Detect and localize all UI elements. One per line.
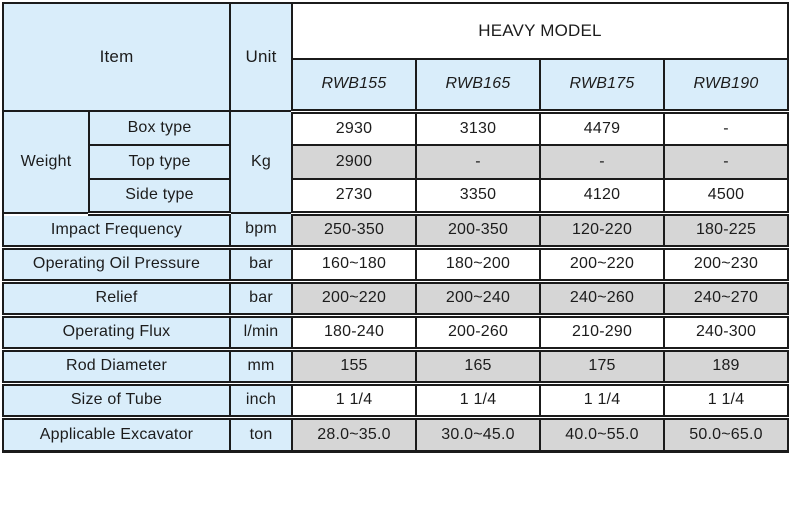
value-cell: - (539, 144, 665, 180)
unit-cell: bar (229, 280, 293, 318)
row-label: Rod Diameter (2, 348, 231, 386)
item-header-cell: Item (2, 2, 231, 112)
value-cell: 4120 (539, 178, 665, 216)
model-group-header: HEAVY MODEL (291, 2, 789, 60)
table-row-applicable-excavator: Applicable Excavator ton 28.0~35.0 30.0~… (2, 416, 789, 452)
model-header-rwb165: RWB165 (415, 58, 541, 114)
value-cell: 250-350 (291, 212, 417, 250)
weight-type-label: Top type (88, 144, 231, 180)
value-cell: 3350 (415, 178, 541, 216)
weight-unit-cell: Kg (229, 110, 293, 214)
value-cell: 200~220 (539, 246, 665, 284)
value-cell: 240~270 (663, 280, 789, 318)
value-cell: 2900 (291, 144, 417, 180)
value-cell: 2930 (291, 110, 417, 146)
unit-cell: l/min (229, 314, 293, 352)
value-cell: 4500 (663, 178, 789, 216)
weight-label-cell: Weight (2, 110, 90, 214)
value-cell: 155 (291, 348, 417, 386)
value-cell: 200~220 (291, 280, 417, 318)
value-cell: 160~180 (291, 246, 417, 284)
value-cell: 120-220 (539, 212, 665, 250)
unit-cell: bar (229, 246, 293, 284)
table-row-operating-oil-pressure: Operating Oil Pressure bar 160~180 180~2… (2, 246, 789, 284)
table-row-size-of-tube: Size of Tube inch 1 1/4 1 1/4 1 1/4 1 1/… (2, 382, 789, 420)
value-cell: 189 (663, 348, 789, 386)
table-row-weight-box: Weight Box type Kg 2930 3130 4479 - (2, 110, 789, 214)
table-row-relief: Relief bar 200~220 200~240 240~260 240~2… (2, 280, 789, 318)
table-row-operating-flux: Operating Flux l/min 180-240 200-260 210… (2, 314, 789, 352)
value-cell: - (415, 144, 541, 180)
table-row-weight-top: Top type 2900 - - - (3, 144, 789, 180)
table-row-weight-side: Side type 2730 3350 4120 4500 (3, 178, 789, 216)
row-label: Relief (2, 280, 231, 318)
weight-type-label: Side type (88, 178, 231, 216)
unit-header-cell: Unit (229, 2, 293, 112)
row-label: Impact Frequency (2, 212, 231, 250)
row-label: Operating Oil Pressure (2, 246, 231, 284)
value-cell: 1 1/4 (415, 382, 541, 420)
weight-type-label: Box type (88, 110, 231, 146)
unit-cell: ton (229, 416, 293, 452)
row-label: Applicable Excavator (2, 416, 231, 452)
table-row-impact-frequency: Impact Frequency bpm 250-350 200-350 120… (2, 212, 789, 250)
value-cell: 180~200 (415, 246, 541, 284)
value-cell: 200-350 (415, 212, 541, 250)
value-cell: 1 1/4 (539, 382, 665, 420)
value-cell: 50.0~65.0 (663, 416, 789, 452)
value-cell: 200~240 (415, 280, 541, 318)
value-cell: 3130 (415, 110, 541, 146)
unit-cell: bpm (229, 212, 293, 250)
unit-cell: mm (229, 348, 293, 386)
value-cell: 180-240 (291, 314, 417, 352)
value-cell: 240-300 (663, 314, 789, 352)
value-cell: 40.0~55.0 (539, 416, 665, 452)
model-header-rwb155: RWB155 (291, 58, 417, 114)
value-cell: 165 (415, 348, 541, 386)
value-cell: 200~230 (663, 246, 789, 284)
value-cell: 28.0~35.0 (291, 416, 417, 452)
value-cell: 210-290 (539, 314, 665, 352)
spec-table: Item Unit HEAVY MODEL RWB155 RWB165 RWB1… (2, 2, 789, 453)
value-cell: 240~260 (539, 280, 665, 318)
value-cell: 30.0~45.0 (415, 416, 541, 452)
table-row-rod-diameter: Rod Diameter mm 155 165 175 189 (2, 348, 789, 386)
value-cell: 1 1/4 (663, 382, 789, 420)
model-header-rwb190: RWB190 (663, 58, 789, 114)
value-cell: 2730 (291, 178, 417, 216)
row-label: Operating Flux (2, 314, 231, 352)
value-cell: 1 1/4 (291, 382, 417, 420)
value-cell: - (663, 144, 789, 180)
unit-cell: inch (229, 382, 293, 420)
model-header-rwb175: RWB175 (539, 58, 665, 114)
row-label: Size of Tube (2, 382, 231, 420)
value-cell: 200-260 (415, 314, 541, 352)
value-cell: 4479 (539, 110, 665, 146)
value-cell: - (663, 110, 789, 146)
value-cell: 175 (539, 348, 665, 386)
value-cell: 180-225 (663, 212, 789, 250)
